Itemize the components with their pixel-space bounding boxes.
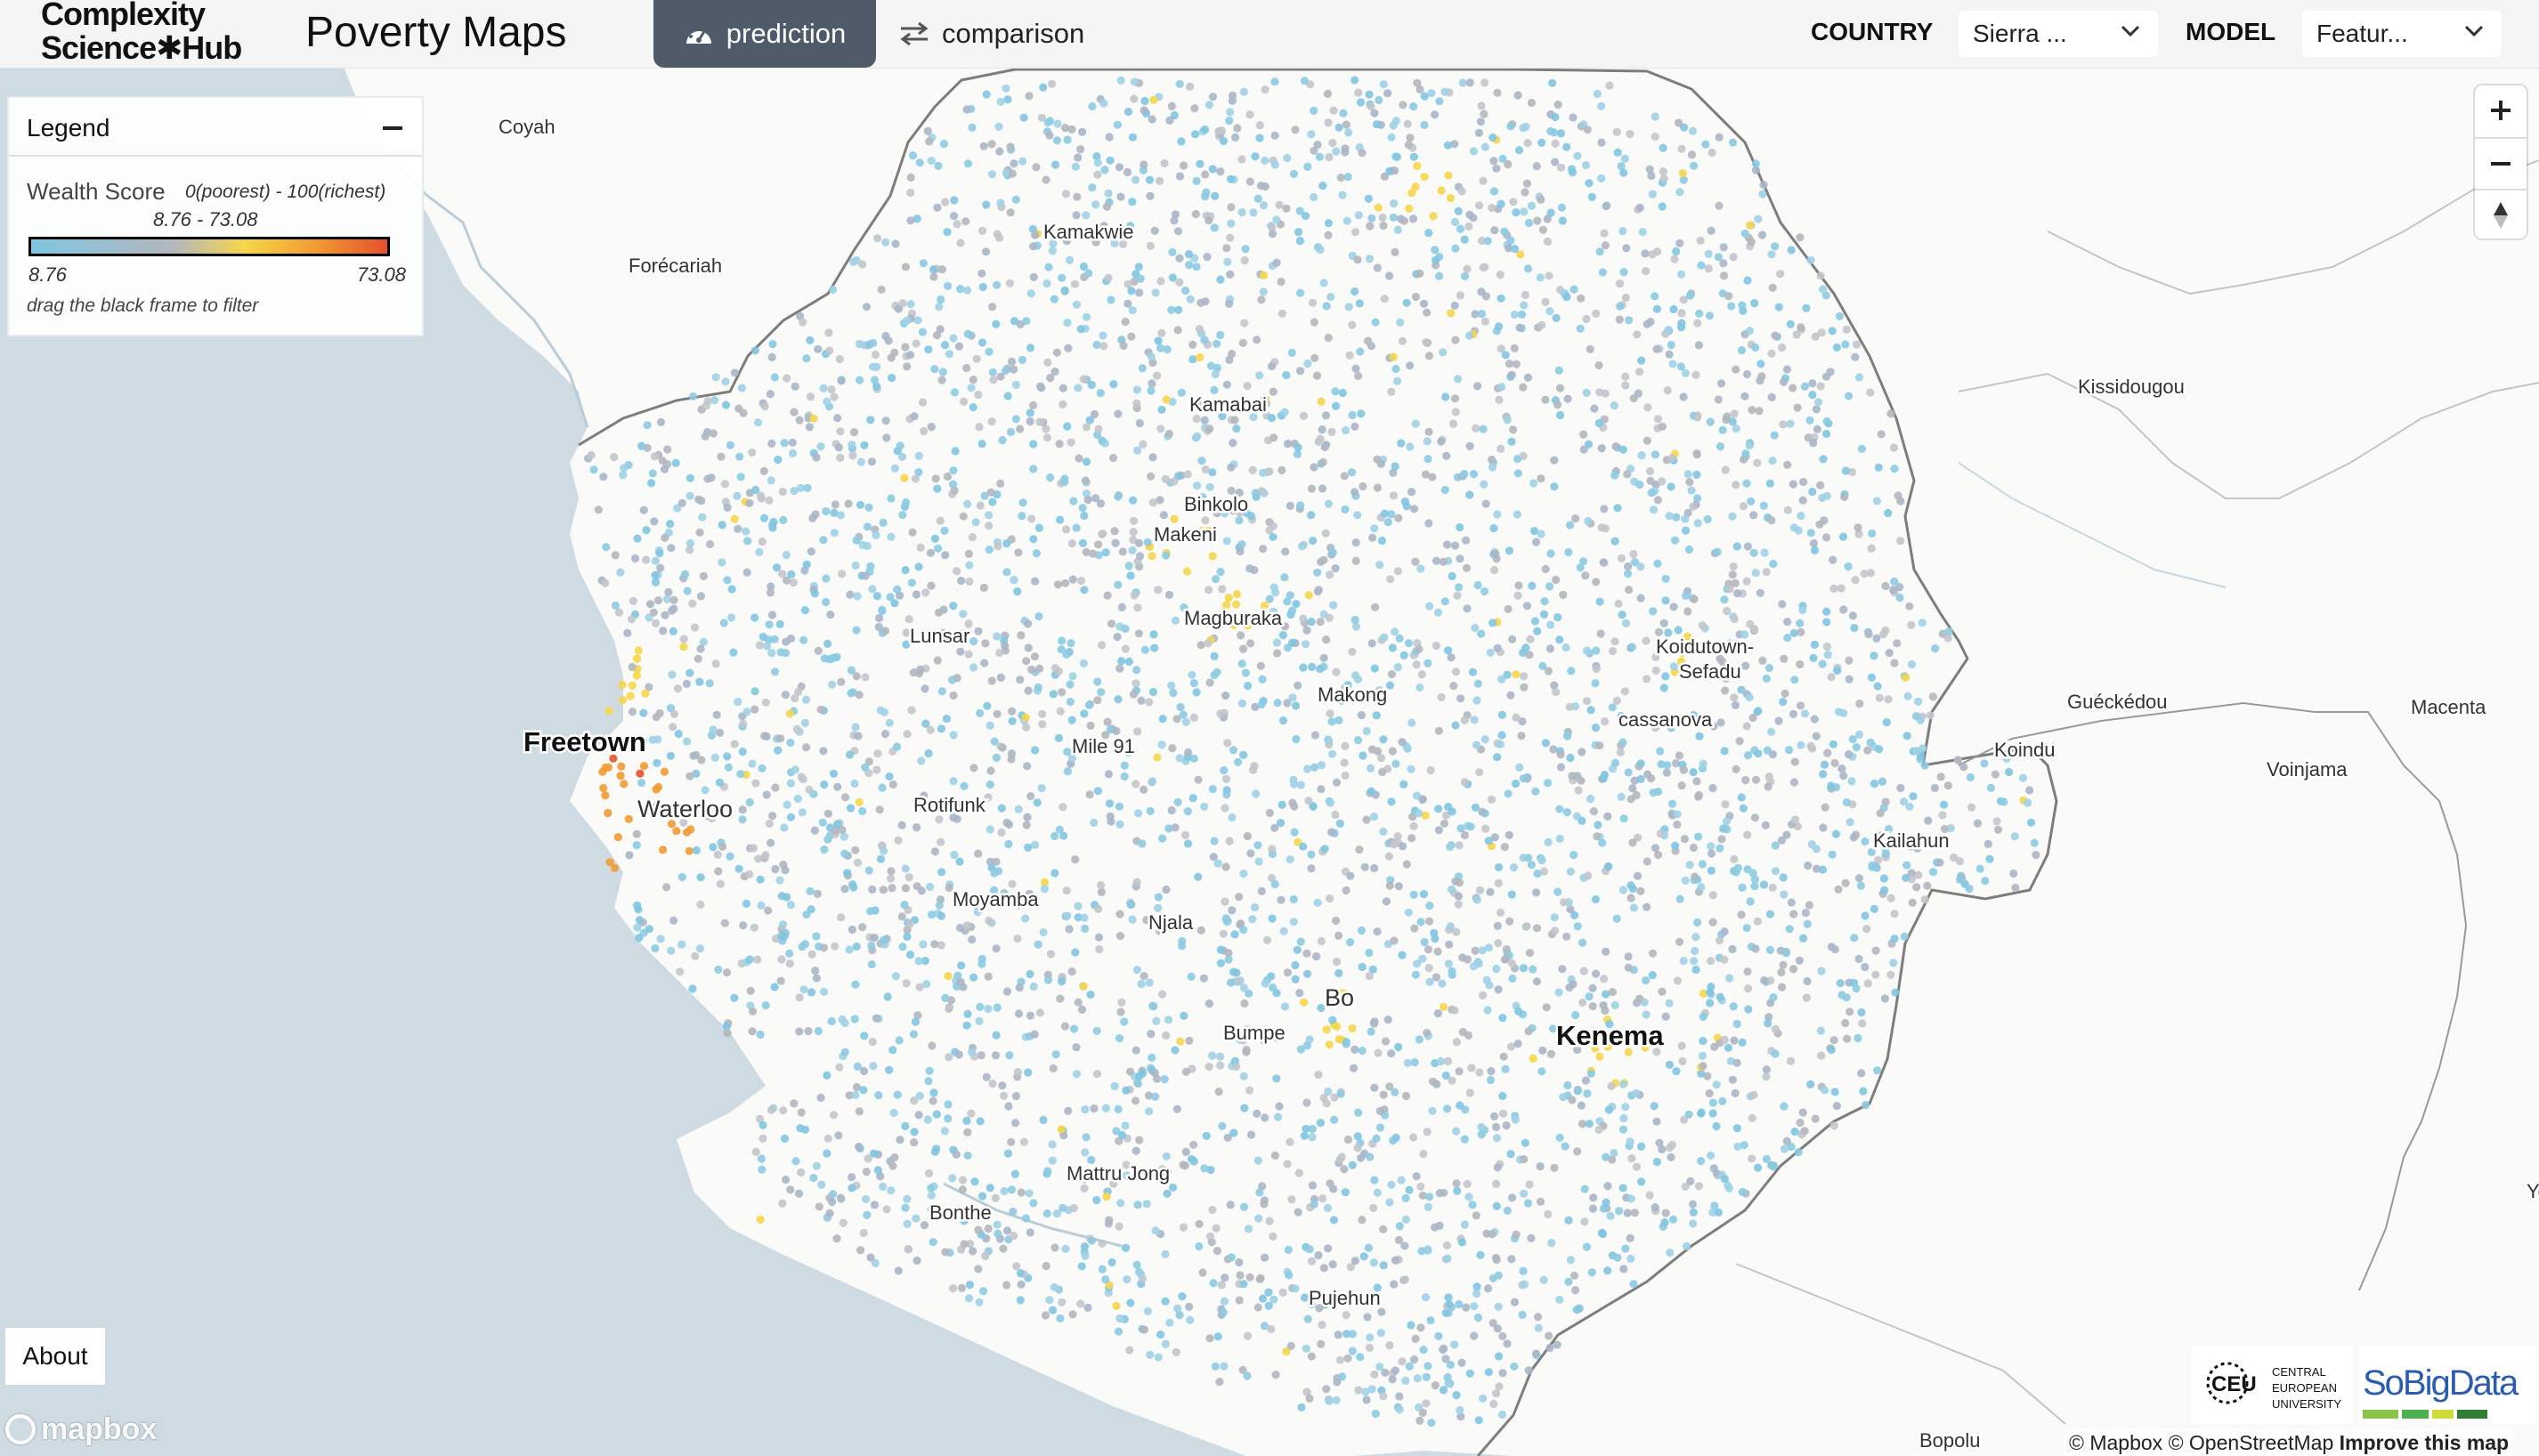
place-label: Forécariah bbox=[629, 255, 722, 277]
gradient-min: 8.76 bbox=[28, 263, 67, 286]
place-labels: Coyah Forécariah Kamakwie Kamabai Binkolo Mak… bbox=[497, 114, 2539, 1454]
tab-prediction[interactable]: prediction bbox=[653, 0, 876, 68]
region-border bbox=[1735, 1263, 2066, 1425]
ceu-name-1: CENTRAL bbox=[2272, 1365, 2326, 1379]
compass-reset-button[interactable] bbox=[2475, 189, 2527, 240]
wealth-score-label: Wealth Score bbox=[27, 178, 166, 205]
sobigdata-logo[interactable]: SoBigData bbox=[2359, 1346, 2535, 1424]
place-label: Freetown bbox=[523, 726, 646, 757]
ceu-sun-icon bbox=[2206, 1362, 2249, 1404]
chevron-down-icon bbox=[2121, 25, 2140, 37]
map-attribution: © Mapbox © OpenStreetMap Improve this ma… bbox=[2064, 1429, 2515, 1456]
sobigdata-wordmark: SoBigData bbox=[2363, 1363, 2519, 1403]
place-label: Bumpe bbox=[1223, 1022, 1286, 1044]
tab-prediction-label: prediction bbox=[726, 18, 847, 49]
place-label: Bonthe bbox=[929, 1201, 992, 1224]
minus-icon bbox=[2491, 162, 2511, 166]
place-label: Guéckédou bbox=[2067, 691, 2168, 713]
river bbox=[1958, 462, 2227, 588]
swap-arrows-icon bbox=[900, 21, 929, 46]
place-label: Waterloo bbox=[637, 796, 733, 822]
legend-panel: Legend Wealth Score 0(poorest) - 100(ric… bbox=[7, 96, 424, 336]
model-label: MODEL bbox=[2186, 18, 2276, 45]
about-button[interactable]: About bbox=[5, 1328, 105, 1385]
place-label: Kamakwie bbox=[1043, 221, 1133, 243]
top-navbar: Complexity Science✱Hub Poverty Maps pred… bbox=[0, 0, 2539, 69]
place-label: Rotifunk bbox=[913, 794, 986, 816]
legend-title: Legend bbox=[27, 114, 110, 142]
tab-comparison-label: comparison bbox=[942, 18, 1085, 49]
place-label: Lunsar bbox=[910, 625, 969, 647]
place-label: Binkolo bbox=[1184, 493, 1248, 515]
mapbox-icon bbox=[5, 1414, 36, 1444]
place-label: Pujehun bbox=[1309, 1287, 1381, 1309]
place-label: Bopolu bbox=[1919, 1429, 1981, 1452]
country-select[interactable]: Sierra ... bbox=[1959, 11, 2158, 57]
place-label: Makeni bbox=[1154, 523, 1217, 546]
place-label: Koindu bbox=[1994, 739, 2056, 761]
river bbox=[372, 141, 589, 428]
place-label: Bo bbox=[1325, 984, 1354, 1011]
zoom-in-button[interactable] bbox=[2475, 85, 2527, 135]
mapbox-logo[interactable]: mapbox bbox=[5, 1410, 157, 1449]
region-border bbox=[1958, 701, 2468, 1291]
wealth-gradient-filter[interactable] bbox=[28, 237, 390, 256]
place-label: Kailahun bbox=[1873, 829, 1950, 852]
place-label: Kissidougou bbox=[2078, 376, 2185, 398]
gauge-icon bbox=[685, 26, 711, 44]
zoom-out-button[interactable] bbox=[2475, 137, 2527, 189]
wealth-score-scale: 0(poorest) - 100(richest) bbox=[185, 182, 386, 202]
place-label: Magburaka bbox=[1184, 607, 1283, 629]
ceu-name-3: UNIVERSITY bbox=[2272, 1397, 2342, 1411]
plus-icon bbox=[2491, 101, 2511, 120]
filter-range: 8.76 - 73.08 bbox=[153, 208, 258, 231]
model-select[interactable]: Featur... bbox=[2302, 11, 2502, 57]
country-label: COUNTRY bbox=[1811, 18, 1934, 45]
attribution-osm-link[interactable]: © OpenStreetMap bbox=[2168, 1431, 2334, 1454]
place-label: Makong bbox=[1318, 684, 1387, 706]
place-label: Kenema bbox=[1556, 1020, 1664, 1051]
place-label: Mile 91 bbox=[1072, 735, 1135, 757]
bars-icon bbox=[2363, 1410, 2487, 1419]
place-label: Kamabai bbox=[1189, 393, 1267, 416]
gradient-max: 73.08 bbox=[356, 263, 406, 286]
place-label: cassanova bbox=[1618, 708, 1713, 731]
logo-line-1: Complexity bbox=[41, 0, 206, 32]
zoom-controls bbox=[2475, 85, 2527, 239]
mapbox-wordmark: mapbox bbox=[41, 1412, 158, 1446]
ceu-mark: CEU bbox=[2211, 1372, 2257, 1396]
region-border bbox=[1958, 372, 2539, 499]
legend-header: Legend bbox=[9, 98, 422, 157]
place-label: Coyah bbox=[499, 116, 556, 138]
place-label: Moyamba bbox=[953, 888, 1039, 910]
place-label: Macenta bbox=[2411, 696, 2486, 718]
model-select-value: Featur... bbox=[2316, 20, 2408, 47]
attribution-mapbox-link[interactable]: © Mapbox bbox=[2069, 1431, 2163, 1454]
country-select-value: Sierra ... bbox=[1973, 20, 2067, 47]
place-label: Njala bbox=[1148, 911, 1194, 934]
chevron-down-icon bbox=[2464, 25, 2484, 37]
ceu-name-2: EUROPEAN bbox=[2272, 1381, 2337, 1395]
filter-hint: drag the black frame to filter bbox=[27, 295, 259, 316]
collapse-legend-button[interactable] bbox=[383, 126, 402, 130]
app-title: Poverty Maps bbox=[305, 9, 567, 56]
ceu-logo[interactable]: CEU CENTRAL EUROPEAN UNIVERSITY bbox=[2192, 1346, 2352, 1424]
logo-line-2: Science✱Hub bbox=[41, 29, 242, 66]
place-label: Sefadu bbox=[1679, 660, 1741, 683]
land-area bbox=[338, 53, 2539, 1456]
improve-map-link[interactable]: Improve this map bbox=[2339, 1431, 2510, 1454]
compass-icon bbox=[2494, 202, 2508, 229]
wealth-score-dots bbox=[584, 76, 2040, 1428]
place-label: Voinjama bbox=[2267, 758, 2348, 781]
csh-logo[interactable]: Complexity Science✱Hub bbox=[41, 0, 272, 68]
place-label: Koidutown- bbox=[1656, 635, 1754, 658]
place-label: Mattru Jong bbox=[1067, 1162, 1170, 1185]
place-label: Ye bbox=[2527, 1180, 2539, 1202]
tab-comparison[interactable]: comparison bbox=[899, 0, 1131, 68]
